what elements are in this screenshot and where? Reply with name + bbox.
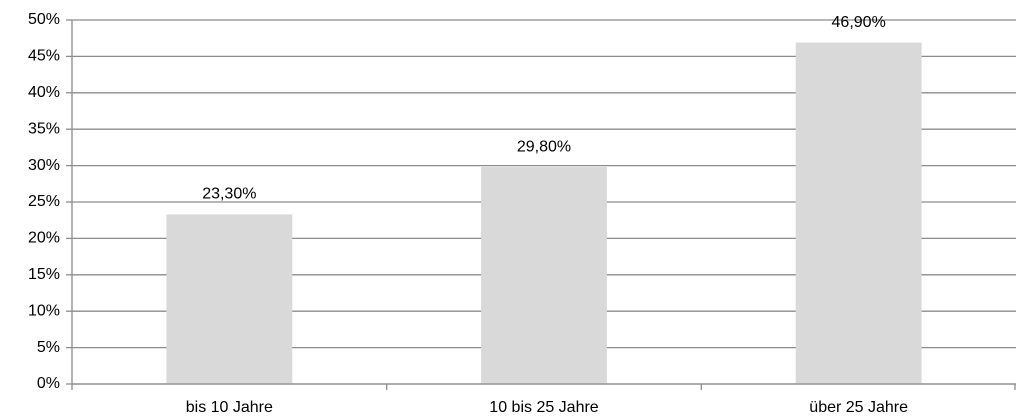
- y-tick-label: 5%: [37, 339, 60, 356]
- x-tick-label: bis 10 Jahre: [186, 399, 273, 416]
- y-tick-label: 15%: [28, 266, 60, 283]
- value-label: 29,80%: [517, 138, 571, 155]
- y-tick-label: 45%: [28, 48, 60, 65]
- y-tick-label: 0%: [37, 375, 60, 392]
- value-label: 46,90%: [832, 14, 886, 31]
- y-tick-label: 35%: [28, 120, 60, 137]
- y-tick-label: 10%: [28, 302, 60, 319]
- y-tick-label: 20%: [28, 230, 60, 247]
- value-label: 23,30%: [202, 186, 256, 203]
- x-tick-label: über 25 Jahre: [809, 399, 908, 416]
- y-tick-label: 50%: [28, 11, 60, 28]
- bar: [481, 167, 607, 384]
- bar: [166, 214, 293, 384]
- x-tick-label: 10 bis 25 Jahre: [489, 399, 599, 416]
- y-tick-label: 30%: [28, 157, 60, 174]
- bar: [795, 42, 922, 385]
- y-tick-label: 40%: [28, 84, 60, 101]
- y-tick-label: 25%: [28, 193, 60, 210]
